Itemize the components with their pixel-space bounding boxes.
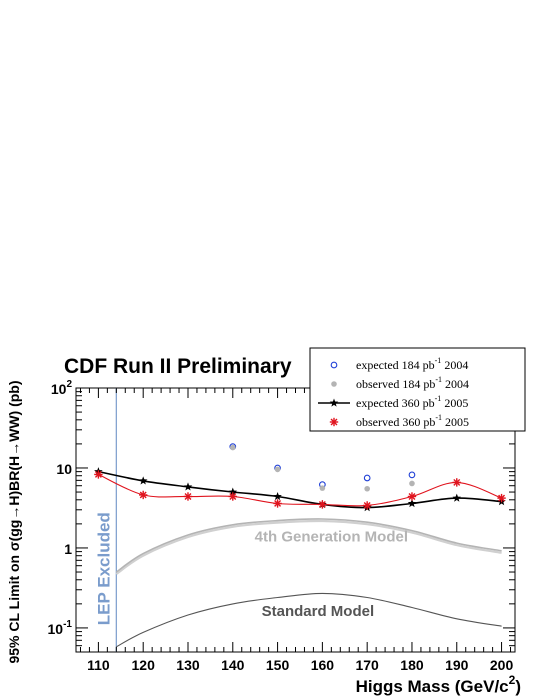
legend-label-3: observed 360 pb-1 2005: [356, 413, 469, 429]
legend-item-2: expected 360 pb-1 2005: [318, 394, 468, 410]
x-tick-label-6: 170: [355, 657, 379, 673]
legend-label-text-3: observed 360 pb: [356, 415, 435, 429]
y-tick-exp-3: 2: [66, 379, 72, 390]
curve-standard-model: [116, 592, 502, 648]
chart-title: CDF Run II Preliminary: [64, 355, 292, 378]
y-axis-label: 95% CL Limit on σ(gg→H)BR(H→WW) (pb): [6, 380, 22, 663]
x-axis-label-end: ): [515, 677, 521, 696]
legend-label-year-2: 2005: [441, 396, 468, 410]
legend-marker-2: [329, 398, 339, 407]
legend-label-year-0: 2004: [441, 358, 468, 372]
legend-label-sup-1: -1: [435, 375, 442, 384]
series-0-point-3: [363, 474, 371, 482]
y-tick-base-0: 10: [48, 621, 64, 637]
x-tick-label-9: 200: [490, 657, 514, 673]
series-3-point-3: [228, 492, 237, 501]
legend-label-text-0: expected 184 pb: [356, 358, 435, 372]
series-0: [229, 443, 416, 488]
series-3-point-4: [273, 499, 282, 508]
legend-label-1: observed 184 pb-1 2004: [356, 375, 469, 391]
y-tick-label-2: 10: [56, 461, 72, 477]
lep-excluded-label: LEP Excluded: [94, 512, 113, 625]
lep-excluded-region: LEP Excluded: [94, 388, 117, 652]
data-series: [94, 443, 506, 512]
legend-box: [309, 347, 526, 432]
series-2-point-4: [273, 492, 282, 501]
series-3-point-6: [362, 501, 372, 510]
x-tick-label-3: 140: [221, 657, 245, 673]
series-line-3: [98, 473, 502, 507]
curve-4th-generation-shadow: [115, 519, 502, 575]
series-1-point-3: [364, 485, 370, 492]
y-tick-exp-0: -1: [63, 619, 72, 630]
legend-marker-1: [331, 381, 337, 387]
series-3-point-7: [407, 492, 417, 501]
legend-label-sup-3: -1: [435, 413, 442, 422]
legend-label-year-3: 2005: [442, 415, 469, 429]
x-tick-label-1: 120: [132, 657, 156, 673]
x-tick-label-0: 110: [87, 657, 110, 673]
legend-label-2: expected 360 pb-1 2005: [356, 394, 468, 410]
x-tick-label-5: 160: [311, 657, 335, 673]
x-axis-label: Higgs Mass (GeV/c2): [356, 673, 521, 696]
series-2-point-7: [407, 499, 417, 508]
series-3: [94, 470, 506, 510]
series-1-point-4: [409, 480, 415, 487]
series-1: [229, 444, 415, 492]
y-tick-base-3: 10: [51, 381, 67, 397]
legend-item-3: observed 360 pb-1 2005: [329, 413, 469, 429]
series-3-point-2: [183, 492, 193, 501]
series-3-point-5: [318, 500, 327, 509]
series-3-point-1: [138, 490, 148, 500]
series-2-point-2: [183, 482, 193, 491]
theory-curves: 4th Generation Model Standard Model: [115, 518, 502, 648]
series-3-point-8: [452, 478, 461, 487]
x-tick-label-7: 180: [400, 657, 424, 673]
legend-label-sup-2: -1: [435, 394, 442, 403]
legend-marker-0: [330, 361, 338, 369]
series-line-2: [98, 470, 502, 509]
x-tick-label-2: 130: [176, 657, 200, 673]
series-2-point-3: [228, 487, 238, 496]
series-1-point-0: [229, 444, 236, 451]
y-tick-label-1: 1: [64, 541, 72, 557]
label-standard-model: Standard Model: [262, 603, 375, 620]
legend-label-text-2: expected 360 pb: [356, 396, 435, 410]
y-tick-label-0: 10-1: [48, 619, 73, 637]
legend-marker-3: [329, 417, 339, 427]
series-0-point-4: [408, 471, 416, 479]
legend-label-year-1: 2004: [442, 377, 469, 391]
legend-label-sup-0: -1: [435, 356, 442, 365]
series-2-point-1: [138, 476, 148, 485]
x-tick-label-8: 190: [445, 657, 469, 673]
series-3-point-0: [94, 470, 103, 479]
x-tick-label-4: 150: [266, 657, 290, 673]
legend-item-1: observed 184 pb-1 2004: [331, 375, 469, 391]
y-tick-base-1: 1: [64, 541, 72, 557]
legend-label-text-1: observed 184 pb: [356, 377, 435, 391]
y-tick-base-2: 10: [56, 461, 72, 477]
x-axis-label-main: Higgs Mass (GeV/c: [356, 677, 509, 696]
legend-item-0: expected 184 pb-1 2004: [330, 356, 468, 372]
series-2-point-8: [452, 493, 461, 502]
y-tick-label-3: 102: [51, 379, 73, 397]
series-3-point-9: [497, 493, 506, 503]
label-4th-generation-model: 4th Generation Model: [255, 529, 408, 546]
series-1-point-2: [319, 485, 326, 491]
curve-4th-generation-model: [115, 518, 502, 573]
series-1-point-1: [274, 466, 281, 473]
legend-label-0: expected 184 pb-1 2004: [356, 356, 468, 372]
x-axis-label-sup: 2: [509, 673, 516, 687]
